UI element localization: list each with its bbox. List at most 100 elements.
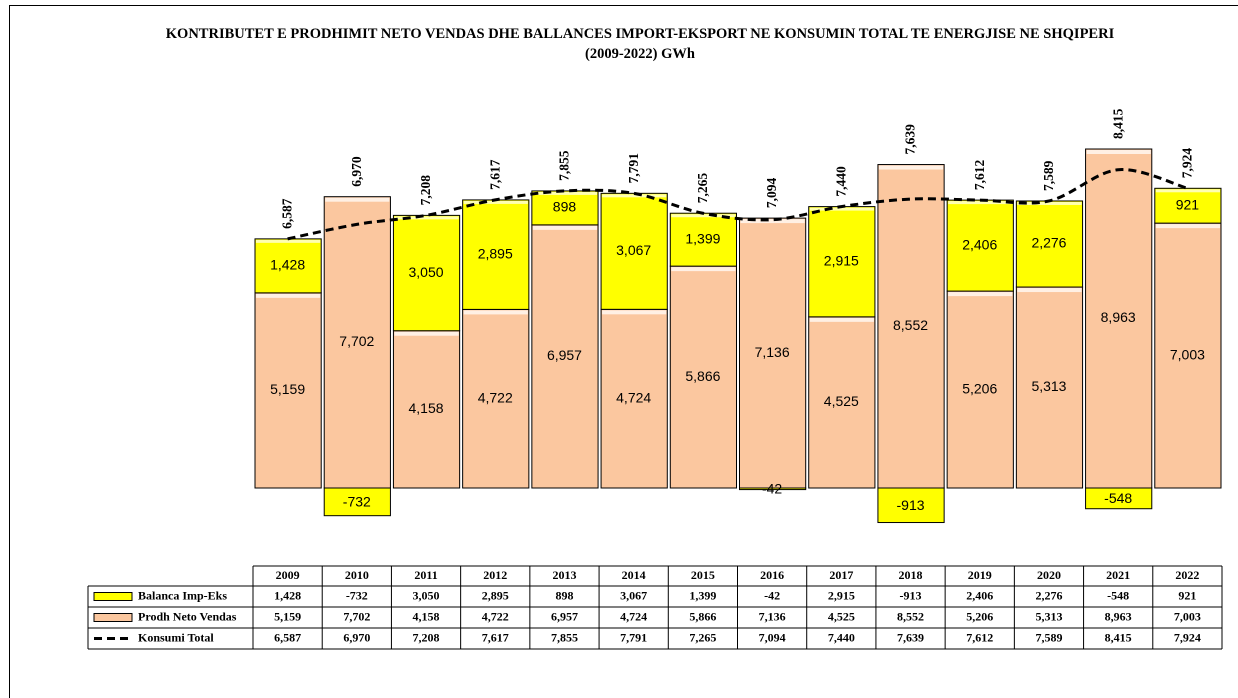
data-label: 1,428 — [270, 257, 305, 273]
bar — [600, 192, 668, 310]
total-label: 6,587 — [280, 198, 295, 229]
data-label: 2,915 — [824, 252, 859, 268]
table-header: 2021 — [1106, 568, 1130, 582]
table-cell: 7,617 — [482, 630, 509, 644]
data-label: 8,963 — [1101, 309, 1136, 325]
bar — [531, 224, 599, 489]
bar — [1085, 148, 1153, 489]
table-cell: 7,265 — [689, 630, 716, 644]
data-label: 7,702 — [339, 333, 374, 349]
table-cell: 6,970 — [343, 630, 370, 644]
data-label: 2,895 — [478, 245, 513, 261]
table-header: 2009 — [276, 568, 300, 582]
bar — [1085, 487, 1153, 510]
bar — [600, 308, 668, 489]
total-label: 7,208 — [418, 175, 433, 206]
table-cell: 7,702 — [343, 609, 370, 623]
table-header: 2017 — [829, 568, 853, 582]
table-cell: 8,552 — [897, 609, 924, 623]
table-header: 2020 — [1037, 568, 1061, 582]
data-label: 6,957 — [547, 347, 582, 363]
bar — [1154, 187, 1222, 224]
bar-bevel — [1086, 150, 1151, 154]
data-label: 5,313 — [1031, 378, 1066, 394]
bar — [1015, 286, 1084, 489]
data-label: 3,067 — [616, 242, 651, 258]
table-cell: 5,313 — [1035, 609, 1062, 623]
bar-bevel — [256, 239, 321, 243]
bar — [254, 292, 322, 489]
data-label: 5,159 — [270, 381, 305, 397]
legend-label: Balanca Imp-Eks — [138, 588, 227, 602]
data-label: 5,866 — [685, 368, 720, 384]
total-label: 8,415 — [1110, 108, 1125, 139]
bar — [462, 308, 530, 489]
total-label: 7,589 — [1041, 160, 1056, 191]
table-header: 2011 — [414, 568, 437, 582]
bar — [739, 217, 807, 489]
bar-bevel — [1017, 201, 1082, 205]
bar — [669, 265, 737, 489]
bar-bevel — [602, 194, 667, 198]
table-cell: 7,612 — [966, 630, 993, 644]
table-cell: 7,791 — [620, 630, 647, 644]
bar-bevel — [809, 207, 874, 211]
bar — [392, 214, 461, 332]
bar — [669, 212, 737, 267]
table-cell: 4,722 — [482, 609, 509, 623]
bar-bevel — [1017, 288, 1082, 293]
table-cell: 7,208 — [413, 630, 440, 644]
table-cell: -548 — [1107, 588, 1129, 602]
total-label: 7,440 — [833, 166, 848, 197]
bar — [946, 290, 1014, 489]
table-cell: 6,957 — [551, 609, 578, 623]
total-label: 7,639 — [903, 124, 918, 155]
bar — [323, 196, 391, 489]
data-label: -913 — [897, 497, 925, 513]
table-cell: 1,399 — [689, 588, 716, 602]
data-label: 921 — [1176, 196, 1200, 212]
table-cell: 4,158 — [413, 609, 440, 623]
data-label: 1,399 — [685, 230, 720, 246]
bar-bevel — [948, 292, 1013, 297]
total-label: 7,855 — [557, 150, 572, 181]
bar-bevel — [878, 165, 944, 170]
legend-key — [93, 613, 133, 622]
bar-bevel — [532, 225, 598, 230]
data-label: 5,206 — [962, 380, 997, 396]
total-label: 7,094 — [764, 177, 779, 208]
data-label: 898 — [553, 199, 577, 215]
table-cell: 5,159 — [274, 609, 301, 623]
table-cell: 7,855 — [551, 630, 578, 644]
bar — [808, 206, 876, 318]
bar-bevel — [602, 310, 667, 315]
total-label: 7,612 — [972, 159, 987, 190]
total-label: 7,617 — [487, 159, 502, 190]
total-label: 7,265 — [695, 173, 710, 204]
data-label: -732 — [343, 494, 371, 510]
data-label: 8,552 — [893, 317, 928, 333]
table-cell: 921 — [1178, 588, 1196, 602]
bar-bevel — [948, 201, 1013, 205]
table-cell: 2,276 — [1035, 588, 1062, 602]
total-label: 6,970 — [349, 156, 364, 187]
bar-bevel — [671, 214, 736, 218]
table-cell: 4,724 — [620, 609, 647, 623]
bar-bevel — [809, 317, 874, 322]
table-cell: 5,206 — [966, 609, 993, 623]
legend-label: Prodh Neto Vendas — [138, 609, 237, 623]
table-header: 2013 — [552, 568, 576, 582]
bar-bevel — [463, 310, 528, 315]
bar — [531, 190, 599, 226]
bar-bevel — [671, 267, 736, 272]
table-cell: 2,406 — [966, 588, 993, 602]
table-cell: 8,963 — [1105, 609, 1132, 623]
bar — [739, 487, 807, 491]
bar-bevel — [394, 216, 459, 220]
table-cell: 7,136 — [759, 609, 786, 623]
bar-bevel — [256, 293, 321, 298]
table-cell: 7,440 — [828, 630, 855, 644]
total-label: 7,791 — [626, 153, 641, 184]
